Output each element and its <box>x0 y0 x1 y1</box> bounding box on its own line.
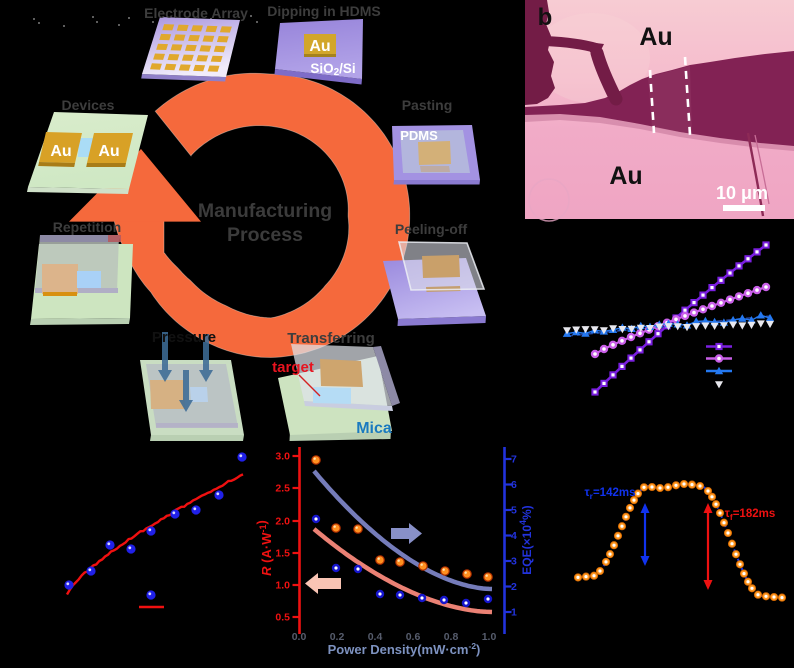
svg-text:0.0: 0.0 <box>292 631 307 643</box>
svg-text:EQE(×104%): EQE(×104%) <box>518 505 534 574</box>
svg-text:Manufacturing: Manufacturing <box>198 200 332 222</box>
svg-text:Au: Au <box>639 23 672 51</box>
svg-text:0.4: 0.4 <box>368 631 383 643</box>
svg-text:Pasting: Pasting <box>402 97 453 113</box>
svg-text:Repetition: Repetition <box>53 219 121 235</box>
svg-text:1.5: 1.5 <box>275 548 290 560</box>
svg-text:PDMS: PDMS <box>400 128 438 143</box>
svg-text:10 μm: 10 μm <box>716 183 768 203</box>
svg-text:0.8: 0.8 <box>444 631 459 643</box>
svg-text:Pressure: Pressure <box>152 329 216 346</box>
svg-text:Au: Au <box>98 143 119 160</box>
svg-text:2.5: 2.5 <box>275 483 290 495</box>
svg-text:Power Density(mW·cm-2): Power Density(mW·cm-2) <box>328 641 481 657</box>
svg-text:Au: Au <box>50 143 71 160</box>
svg-text:3.0: 3.0 <box>275 451 290 463</box>
svg-text:4: 4 <box>511 530 517 542</box>
svg-text:τr=142ms: τr=142ms <box>585 487 636 501</box>
svg-text:1: 1 <box>511 607 517 619</box>
svg-text:3: 3 <box>511 556 517 568</box>
svg-text:Process: Process <box>227 224 303 246</box>
svg-text:Peeling-off: Peeling-off <box>395 221 468 237</box>
svg-text:5: 5 <box>511 505 517 517</box>
svg-text:R (A·W-1): R (A·W-1) <box>254 520 274 576</box>
svg-text:Au: Au <box>309 38 330 55</box>
svg-text:Devices: Devices <box>62 97 115 113</box>
svg-text:2.0: 2.0 <box>275 516 290 528</box>
svg-text:0.5: 0.5 <box>275 612 290 624</box>
svg-text:Mica: Mica <box>356 420 392 437</box>
svg-text:Electrode Array: Electrode Array <box>144 5 248 21</box>
svg-text:target: target <box>272 359 314 376</box>
svg-text:7: 7 <box>511 454 517 466</box>
svg-text:1.0: 1.0 <box>482 631 497 643</box>
svg-text:2: 2 <box>511 581 517 593</box>
svg-text:0.6: 0.6 <box>406 631 421 643</box>
svg-text:6: 6 <box>511 479 517 491</box>
svg-text:Au: Au <box>609 162 642 190</box>
svg-text:τf=182ms: τf=182ms <box>725 508 776 522</box>
svg-text:Dipping in HDMS: Dipping in HDMS <box>267 3 381 19</box>
svg-text:b: b <box>538 4 553 31</box>
svg-text:1.0: 1.0 <box>275 580 290 592</box>
svg-text:SiO2/Si: SiO2/Si <box>310 61 355 78</box>
svg-text:0.2: 0.2 <box>330 631 345 643</box>
svg-text:Transferring: Transferring <box>287 330 375 347</box>
